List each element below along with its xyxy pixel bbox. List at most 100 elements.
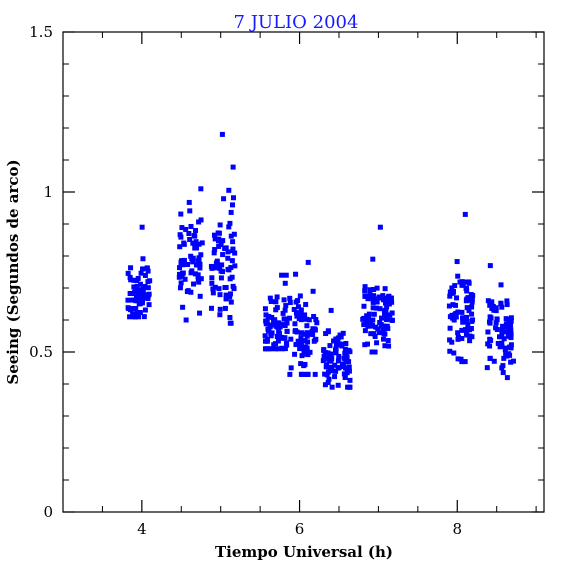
data-point [125, 270, 131, 276]
data-point [454, 295, 460, 301]
data-point [370, 256, 376, 262]
data-point [273, 346, 279, 352]
data-point [503, 352, 509, 358]
data-point [508, 335, 514, 341]
data-point [489, 299, 495, 305]
data-point [222, 285, 228, 291]
data-point [219, 131, 225, 137]
data-point [385, 338, 391, 344]
data-point [279, 272, 285, 278]
data-point [180, 262, 186, 268]
data-point [298, 361, 304, 367]
data-point [370, 317, 376, 323]
data-point [274, 305, 280, 311]
data-point [196, 255, 202, 261]
data-point [139, 224, 145, 230]
data-point [177, 265, 183, 271]
data-point [379, 323, 385, 329]
data-point [227, 314, 233, 320]
data-point [213, 265, 219, 271]
data-point [507, 352, 513, 358]
data-point [510, 358, 516, 364]
data-point [305, 259, 311, 265]
data-point [325, 328, 331, 334]
data-point [450, 302, 456, 308]
data-point [218, 275, 224, 281]
data-point [376, 294, 382, 300]
data-point [324, 352, 330, 358]
data-point [455, 356, 461, 362]
data-point [340, 330, 346, 336]
data-point [197, 293, 203, 299]
data-point [367, 292, 373, 298]
data-point [301, 363, 307, 369]
data-point [459, 327, 465, 333]
data-point [508, 359, 514, 365]
data-point [212, 284, 218, 290]
data-point [382, 286, 388, 292]
data-point [188, 253, 194, 259]
data-point [446, 303, 452, 309]
data-point [505, 333, 511, 339]
data-point [459, 309, 465, 315]
data-point [227, 291, 233, 297]
data-point [333, 350, 339, 356]
data-point [336, 353, 342, 359]
data-point [499, 340, 505, 346]
data-point [136, 314, 142, 320]
data-point [306, 317, 312, 323]
data-point [134, 283, 140, 289]
data-point [185, 262, 191, 268]
data-point [462, 211, 468, 217]
data-point [335, 335, 341, 341]
data-point [223, 245, 229, 251]
data-point [198, 252, 204, 258]
data-point [503, 316, 509, 322]
data-point [128, 265, 134, 271]
data-point [310, 331, 316, 337]
data-point [361, 315, 367, 321]
data-point [490, 303, 496, 309]
data-point [283, 272, 289, 278]
data-point [362, 288, 368, 294]
data-point [455, 273, 461, 279]
data-point [500, 327, 506, 333]
data-point [196, 219, 202, 225]
data-point [305, 339, 311, 345]
data-point [229, 258, 235, 264]
data-point [145, 268, 151, 274]
data-point [361, 303, 367, 309]
data-point [491, 358, 497, 364]
data-point [281, 297, 287, 303]
data-point [493, 320, 499, 326]
data-point [386, 301, 392, 307]
data-point [183, 317, 189, 323]
data-point [362, 293, 368, 299]
data-point [505, 324, 511, 330]
data-point [195, 272, 201, 278]
data-point [197, 265, 203, 271]
data-point [196, 279, 202, 285]
data-point [380, 327, 386, 333]
data-point [193, 228, 199, 234]
data-point [217, 312, 223, 318]
y-axis-title: Seeing (Segundos de arco) [4, 159, 22, 384]
data-point [231, 231, 237, 237]
data-point [191, 281, 197, 287]
data-point [450, 290, 456, 296]
data-point [275, 338, 281, 344]
data-point [455, 330, 461, 336]
data-point [343, 340, 349, 346]
data-point [368, 331, 374, 337]
data-point [266, 326, 272, 332]
data-point [459, 279, 465, 285]
data-point [284, 328, 290, 334]
data-point [178, 280, 184, 286]
data-point [134, 310, 140, 316]
data-point [499, 331, 505, 337]
data-point [463, 286, 469, 292]
data-point [389, 310, 395, 316]
data-point [466, 308, 472, 314]
data-point [323, 331, 329, 337]
data-point [487, 355, 493, 361]
